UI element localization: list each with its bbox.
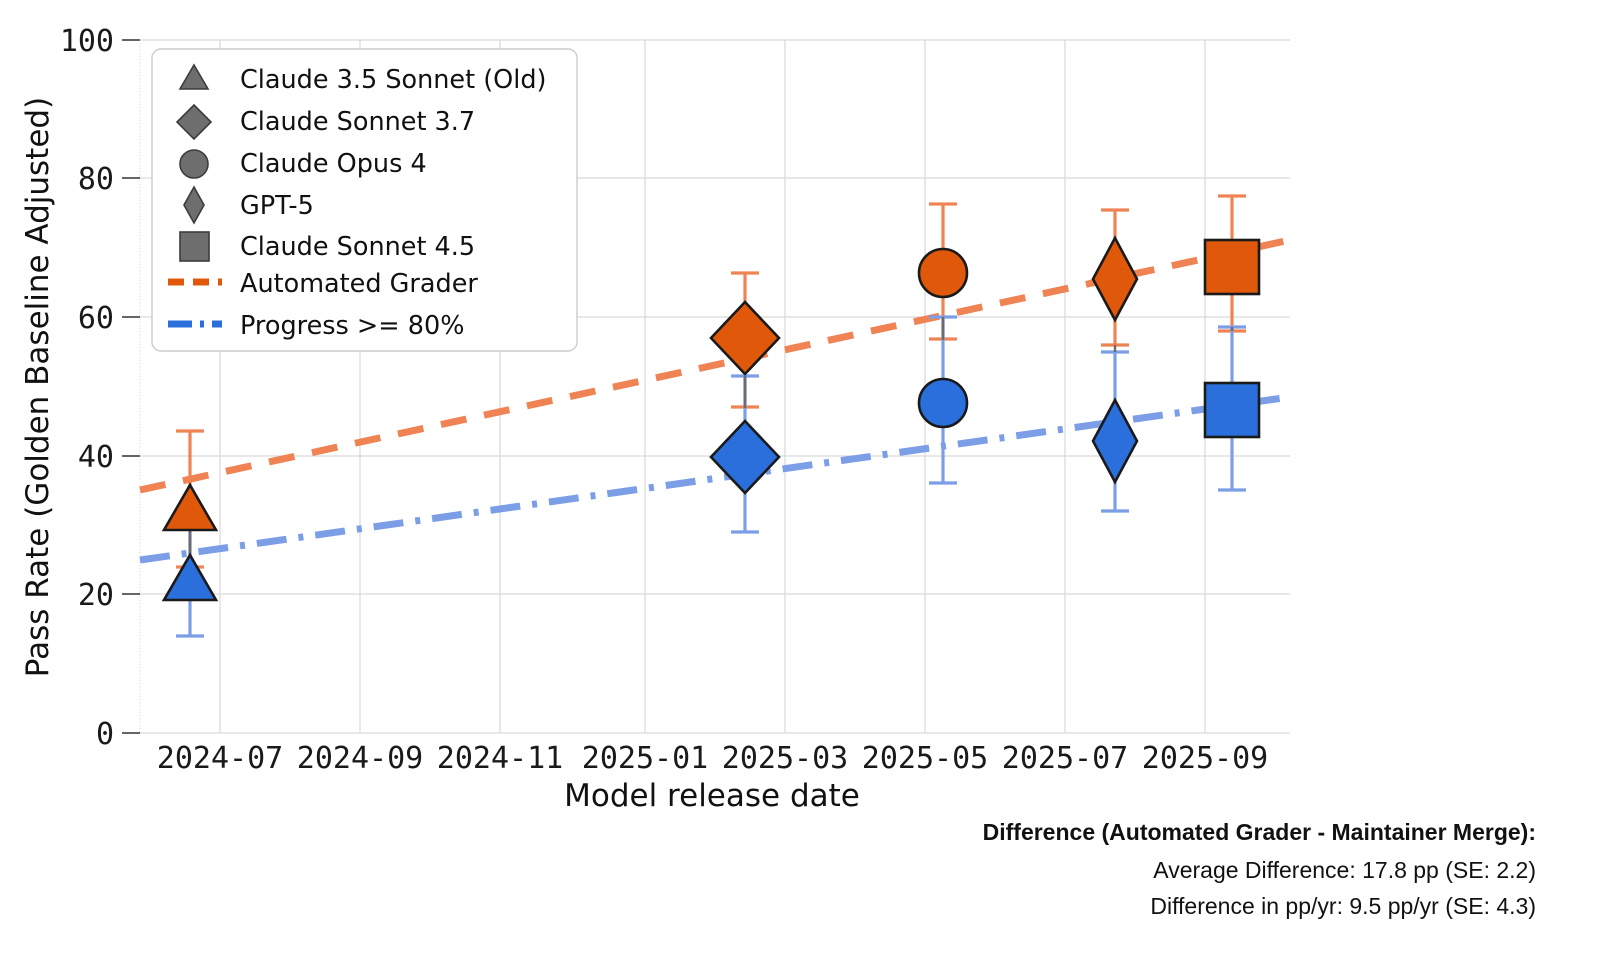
marker-automated-grader-claude-3-5-sonnet-old[interactable] — [161, 482, 219, 532]
legend-label-3[interactable]: GPT-5 — [240, 191, 314, 221]
trendline-progress-80 — [139, 393, 1291, 564]
xtick-label-5: 2025-05 — [862, 741, 988, 776]
legend-label-5[interactable]: Automated Grader — [240, 269, 478, 299]
chart-legend: Claude 3.5 Sonnet (Old) Claude Sonnet 3.… — [151, 48, 578, 352]
ytick-label-40: 40 — [78, 440, 114, 475]
legend-label-6[interactable]: Progress >= 80% — [240, 311, 464, 341]
marker-automated-grader-claude-opus-4[interactable] — [917, 247, 969, 299]
ytick-label-60: 60 — [78, 301, 114, 336]
legend-marker-circle-icon — [179, 149, 209, 179]
xtick-label-1: 2024-09 — [297, 741, 423, 776]
marker-progress-80-claude-opus-4[interactable] — [917, 377, 969, 429]
legend-background — [151, 48, 578, 352]
legend-marker-thin-diamond-icon — [183, 185, 205, 225]
ytick-label-100: 100 — [60, 24, 114, 59]
legend-label-1[interactable]: Claude Sonnet 3.7 — [240, 107, 475, 137]
annotation-heading: Difference (Automated Grader - Maintaine… — [983, 819, 1536, 845]
legend-label-0[interactable]: Claude 3.5 Sonnet (Old) — [240, 65, 546, 95]
marker-automated-grader-claude-sonnet-4-5[interactable] — [1203, 238, 1261, 296]
legend-marker-triangle-icon — [178, 63, 210, 90]
y-axis: 100 80 60 40 20 0 Pass Rate (Golden Base… — [20, 24, 140, 752]
y-axis-title: Pass Rate (Golden Baseline Adjusted) — [20, 97, 56, 677]
marker-progress-80-gpt-5[interactable] — [1091, 397, 1139, 485]
xtick-label-2: 2024-11 — [437, 741, 563, 776]
marker-progress-80-claude-3-5-sonnet-old[interactable] — [161, 552, 219, 602]
xtick-label-0: 2024-07 — [157, 741, 283, 776]
legend-label-2[interactable]: Claude Opus 4 — [240, 149, 427, 179]
x-axis: 2024-07 2024-09 2024-11 2025-01 2025-03 … — [157, 741, 1268, 814]
marker-automated-grader-claude-sonnet-3-7[interactable] — [709, 300, 781, 376]
x-axis-title: Model release date — [564, 778, 860, 814]
ytick-label-80: 80 — [78, 162, 114, 197]
annotation-difference-per-year: Difference in pp/yr: 9.5 pp/yr (SE: 4.3) — [1150, 893, 1536, 919]
xtick-label-6: 2025-07 — [1002, 741, 1128, 776]
marker-progress-80-claude-sonnet-4-5[interactable] — [1203, 381, 1261, 439]
xtick-label-4: 2025-03 — [722, 741, 848, 776]
difference-annotation: Difference (Automated Grader - Maintaine… — [983, 819, 1536, 919]
data-markers — [161, 235, 1261, 602]
xtick-label-3: 2025-01 — [582, 741, 708, 776]
legend-label-4[interactable]: Claude Sonnet 4.5 — [240, 232, 475, 262]
legend-marker-square-icon — [179, 231, 210, 262]
ytick-label-0: 0 — [96, 717, 114, 752]
xtick-label-7: 2025-09 — [1142, 741, 1268, 776]
legend-marker-diamond-icon — [175, 103, 213, 141]
marker-automated-grader-gpt-5[interactable] — [1091, 235, 1139, 323]
marker-progress-80-claude-sonnet-3-7[interactable] — [709, 419, 781, 495]
ytick-label-20: 20 — [78, 578, 114, 613]
annotation-average-difference: Average Difference: 17.8 pp (SE: 2.2) — [1153, 857, 1536, 883]
